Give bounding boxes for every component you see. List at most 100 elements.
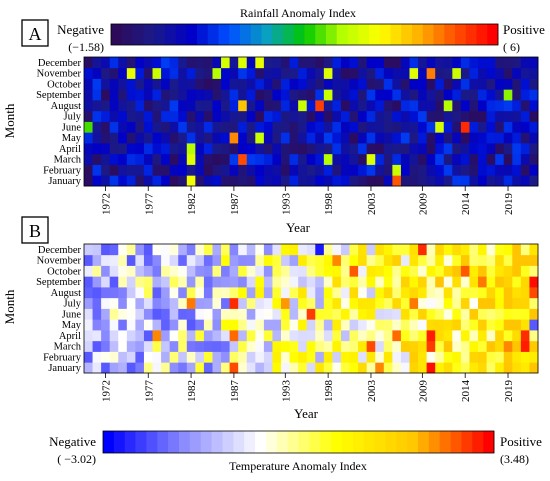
- colorbar-segment: [189, 431, 202, 453]
- heatmap-cell: [512, 164, 522, 176]
- heatmap-cell: [178, 78, 188, 90]
- heatmap-cell: [109, 57, 119, 69]
- year-tick-label: 2009: [417, 380, 429, 403]
- heatmap-cell: [443, 143, 453, 155]
- heatmap-cell: [400, 244, 410, 256]
- heatmap-cell: [478, 57, 488, 69]
- heatmap-cell: [186, 362, 196, 374]
- heatmap-cell: [469, 57, 479, 69]
- heatmap-cell: [383, 78, 393, 90]
- heatmap-cell: [221, 121, 231, 133]
- heatmap-cell: [143, 57, 153, 69]
- heatmap-cell: [203, 100, 213, 112]
- heatmap-cell: [135, 254, 145, 266]
- heatmap-cell: [435, 110, 445, 122]
- heatmap-cell: [178, 276, 188, 288]
- heatmap-cell: [529, 287, 539, 299]
- month-tick-label: November: [37, 69, 82, 80]
- heatmap-cell: [478, 244, 488, 256]
- heatmap-cell: [203, 78, 213, 90]
- heatmap-cell: [101, 340, 111, 352]
- heatmap-cell: [469, 340, 479, 352]
- heatmap-cell: [340, 297, 350, 309]
- heatmap-cell: [392, 57, 402, 69]
- heatmap-cell: [281, 287, 290, 299]
- colorbar-segment: [472, 431, 484, 453]
- heatmap-cell: [161, 287, 171, 299]
- heatmap-cell: [143, 143, 153, 155]
- heatmap-cell: [84, 110, 93, 122]
- heatmap-cell: [383, 351, 393, 363]
- heatmap-cell: [366, 175, 376, 187]
- heatmap-cell: [118, 153, 128, 165]
- heatmap-cell: [418, 132, 428, 144]
- heatmap-cell: [435, 254, 445, 266]
- heatmap-cell: [263, 297, 273, 309]
- heatmap-cell: [358, 351, 368, 363]
- heatmap-cell: [520, 110, 530, 122]
- heatmap-cell: [152, 78, 162, 90]
- heatmap-cell: [332, 175, 342, 187]
- month-tick-label: December: [38, 58, 82, 69]
- heatmap-cell: [340, 340, 350, 352]
- heatmap-cell: [238, 330, 248, 342]
- heatmap-cell: [443, 244, 453, 256]
- heatmap-cell: [84, 330, 93, 342]
- heatmap-cell: [435, 57, 445, 69]
- year-tick-label: 2014: [460, 380, 472, 403]
- heatmap-cell: [358, 287, 368, 299]
- heatmap-cell: [263, 308, 273, 320]
- heatmap-cell: [520, 254, 530, 266]
- heatmap-cell: [495, 89, 505, 101]
- heatmap-cell: [195, 330, 205, 342]
- colorbar-segment: [433, 24, 445, 45]
- heatmap-cell: [435, 100, 445, 112]
- heatmap-cell: [109, 143, 119, 155]
- heatmap-cell: [169, 330, 179, 342]
- heatmap-cell: [375, 153, 385, 165]
- heatmap-cell: [478, 121, 488, 133]
- heatmap-cell: [203, 254, 213, 266]
- heatmap-cell: [340, 276, 350, 288]
- heatmap-cell: [195, 100, 205, 112]
- heatmap-cell: [272, 78, 282, 90]
- heatmap-cell: [366, 319, 376, 331]
- year-tick-label: 2003: [366, 193, 378, 216]
- heatmap-cell: [92, 110, 102, 122]
- heatmap-cell: [315, 143, 325, 155]
- heatmap-cell: [178, 351, 188, 363]
- heatmap-cell: [229, 89, 239, 101]
- heatmap-cell: [478, 153, 488, 165]
- heatmap-cell: [135, 175, 145, 187]
- heatmap-cell: [203, 67, 213, 79]
- colorbar-segment: [146, 431, 158, 453]
- heatmap-cell: [118, 67, 128, 79]
- heatmap-cell: [101, 287, 111, 299]
- heatmap-cell: [520, 362, 530, 374]
- heatmap-cell: [315, 89, 325, 101]
- heatmap-cell: [101, 319, 111, 331]
- heatmap-cell: [289, 143, 299, 155]
- heatmap-cell: [306, 175, 316, 187]
- heatmap-cell: [195, 362, 205, 374]
- heatmap-cell: [229, 265, 239, 277]
- heatmap-cell: [529, 308, 539, 320]
- heatmap-cell: [212, 110, 222, 122]
- heatmap-cell: [92, 276, 102, 288]
- heatmap-cell: [340, 143, 350, 155]
- heatmap-cell: [443, 100, 453, 112]
- heatmap-cell: [178, 297, 188, 309]
- heatmap-cell: [238, 57, 248, 69]
- heatmap-cell: [409, 132, 419, 144]
- heatmap-cell: [383, 175, 393, 187]
- heatmap-cell: [426, 330, 436, 342]
- heatmap-cell: [409, 175, 419, 187]
- heatmap-cell: [435, 265, 445, 277]
- heatmap-cell: [84, 340, 93, 352]
- heatmap-cell: [272, 330, 282, 342]
- heatmap-cell: [529, 57, 539, 69]
- heatmap-cell: [101, 57, 111, 69]
- heatmap-cell: [92, 340, 102, 352]
- heatmap-cell: [315, 100, 325, 112]
- heatmap-cell: [520, 308, 530, 320]
